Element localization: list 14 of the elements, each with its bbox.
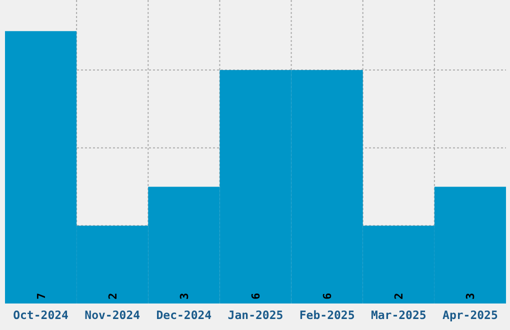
x-tick-label: Dec-2024 [156,308,212,322]
data-label: 6 [321,292,334,300]
x-tick-label: Apr-2025 [442,308,498,322]
data-label: 6 [250,292,262,300]
data-label: 2 [392,292,406,300]
x-tick-label: Mar-2025 [370,308,426,322]
data-label: 7 [34,292,48,300]
data-label: 3 [464,292,478,300]
x-tick-label: Feb-2025 [299,308,355,322]
x-tick-label: Jan-2025 [228,308,284,322]
data-label: 2 [106,292,120,300]
x-tick-label: Oct-2024 [13,308,69,322]
data-label: 3 [178,292,191,300]
x-tick-label: Nov-2024 [84,308,140,322]
